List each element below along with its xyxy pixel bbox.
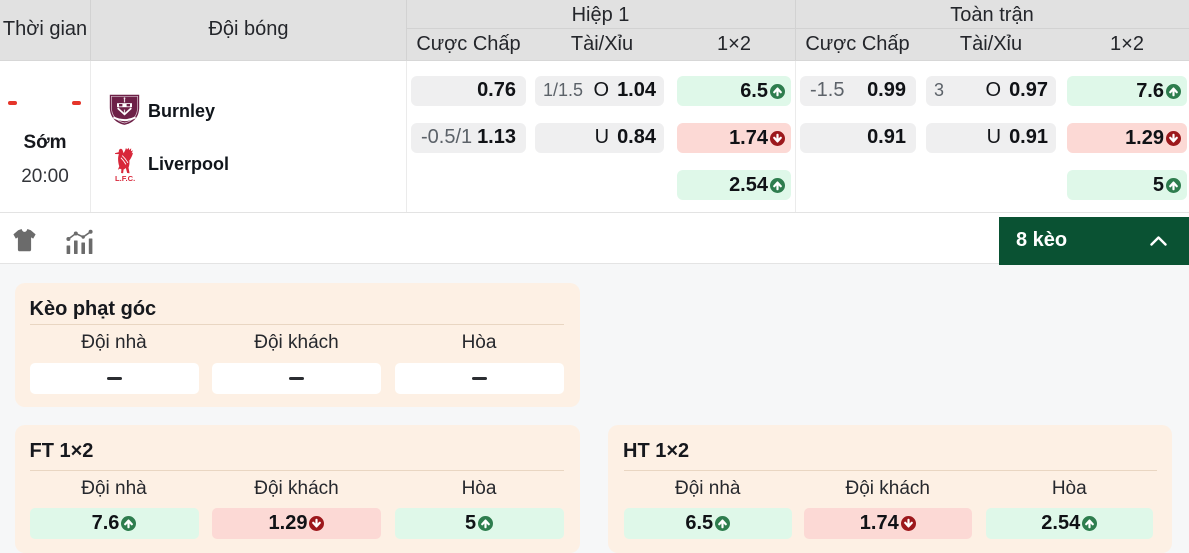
svg-text:L.F.C.: L.F.C. — [115, 174, 135, 183]
